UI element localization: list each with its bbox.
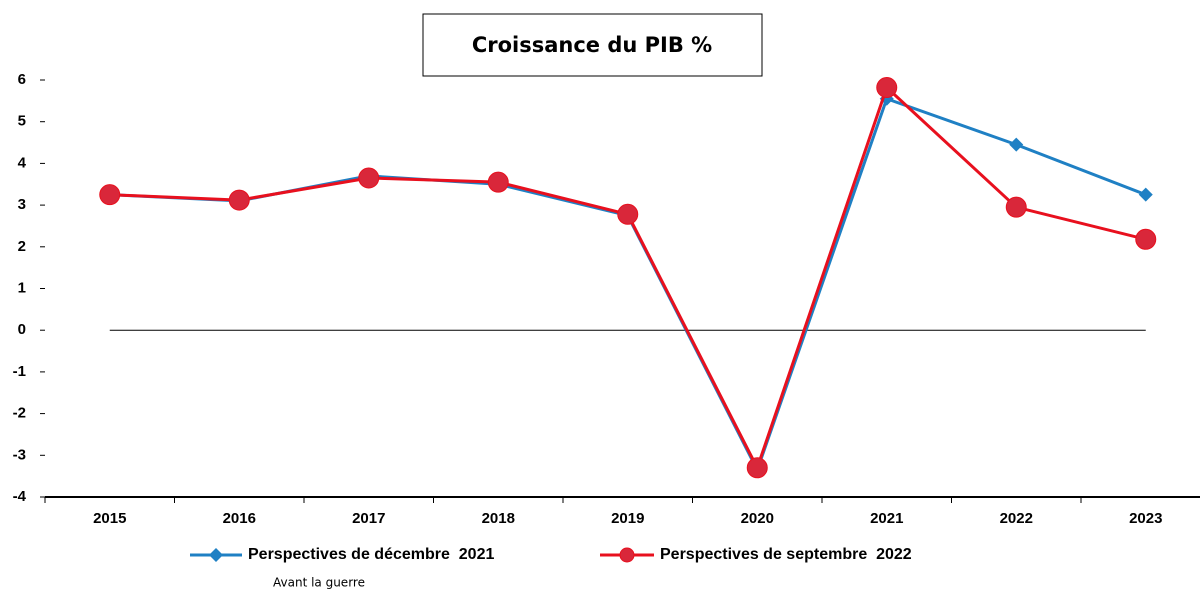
marker — [619, 547, 635, 563]
x-tick-label: 2022 — [1000, 510, 1033, 527]
marker — [99, 184, 121, 206]
x-tick-label: 2021 — [870, 510, 903, 527]
marker — [1135, 228, 1157, 250]
x-tick-label: 2017 — [352, 510, 385, 527]
y-tick-label: 6 — [18, 71, 26, 88]
marker — [876, 77, 898, 99]
y-tick-label: -2 — [13, 405, 26, 422]
y-tick-label: 1 — [18, 279, 26, 296]
x-tick-label: 2019 — [611, 510, 644, 527]
marker — [1005, 196, 1027, 218]
x-tick-label: 2020 — [741, 510, 774, 527]
y-tick-label: -4 — [13, 488, 27, 505]
marker — [617, 203, 639, 225]
marker — [1138, 187, 1153, 202]
marker — [746, 457, 768, 479]
y-tick-label: -1 — [13, 363, 26, 380]
y-tick-label: 4 — [18, 154, 27, 171]
y-tick-label: -3 — [13, 446, 26, 463]
y-tick-label: 5 — [18, 113, 26, 130]
title-box — [422, 13, 763, 77]
marker — [228, 189, 250, 211]
chart-title: Croissance du PIB % — [472, 33, 712, 57]
series-line — [109, 86, 1147, 470]
marker — [209, 548, 223, 562]
marker — [358, 167, 380, 189]
legend-label: Perspectives de septembre 2022 — [660, 546, 912, 563]
y-tick-label: 0 — [18, 321, 26, 338]
x-tick-label: 2015 — [93, 510, 126, 527]
legend-label: Perspectives de décembre 2021 — [248, 546, 494, 563]
annotation: Avant la guerre — [273, 576, 365, 590]
y-tick-label: 3 — [18, 196, 26, 213]
x-tick-label: 2018 — [482, 510, 515, 527]
x-tick-label: 2023 — [1129, 510, 1162, 527]
y-tick-label: 2 — [18, 238, 26, 255]
x-tick-label: 2016 — [223, 510, 256, 527]
marker — [487, 171, 509, 193]
series-line — [109, 97, 1147, 472]
marker — [1009, 137, 1024, 152]
